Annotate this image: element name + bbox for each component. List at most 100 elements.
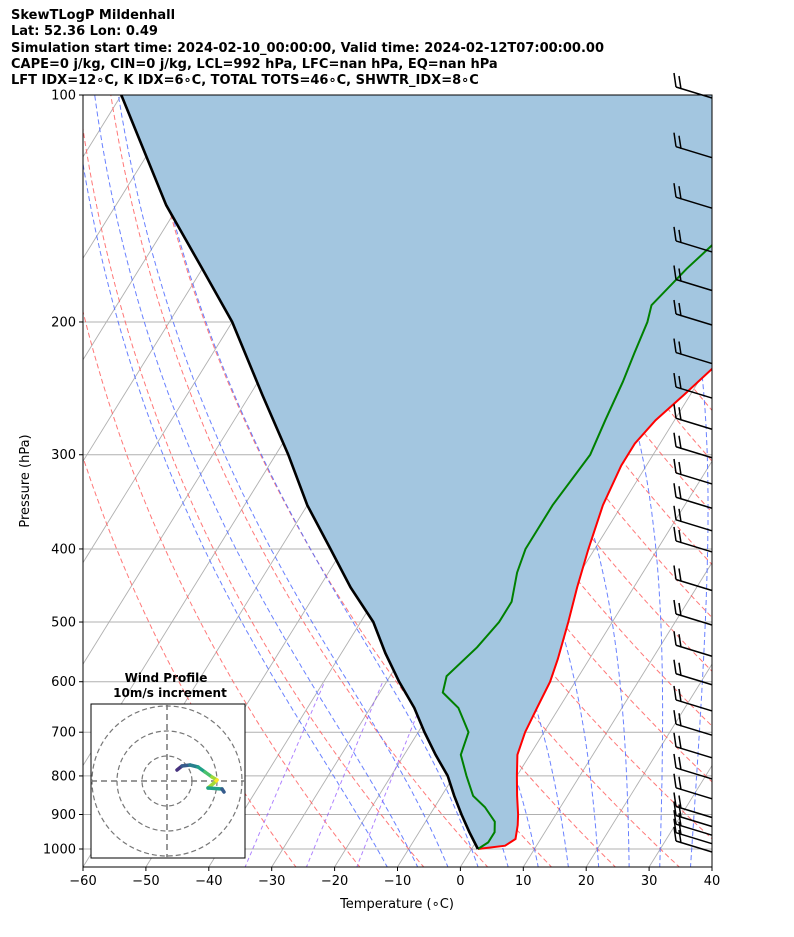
wind-barb-flag bbox=[678, 713, 682, 727]
wind-barb-shaft bbox=[675, 673, 713, 686]
wind-barb-flag bbox=[678, 229, 682, 244]
wind-barb bbox=[673, 792, 713, 819]
wind-barbs bbox=[673, 72, 713, 853]
wind-barb-flag bbox=[678, 813, 682, 827]
wind-barb-flag bbox=[678, 508, 682, 522]
wind-barb-flag bbox=[673, 685, 677, 701]
y-tick-label: 200 bbox=[51, 315, 76, 330]
wind-barb-flag bbox=[678, 186, 682, 200]
wind-barb-flag bbox=[678, 75, 682, 90]
wind-barb-flag bbox=[678, 776, 682, 790]
wind-barb-flag bbox=[678, 461, 682, 476]
wind-barb-shaft bbox=[675, 145, 713, 159]
isotherm-line bbox=[522, 561, 712, 867]
wind-barb-shaft bbox=[675, 196, 713, 209]
time-line: Simulation start time: 2024-02-10_00:00:… bbox=[11, 40, 604, 56]
dry-adiabat-line bbox=[83, 455, 297, 867]
wind-barb bbox=[673, 132, 713, 159]
wind-barb bbox=[673, 753, 713, 780]
wind-barb bbox=[673, 432, 713, 459]
wind-barb bbox=[673, 773, 713, 800]
dry-adiabat-line bbox=[718, 78, 794, 868]
wind-barb-flag bbox=[673, 72, 677, 88]
wind-barb bbox=[673, 265, 713, 292]
wind-barb bbox=[673, 183, 713, 209]
wind-barb bbox=[673, 483, 713, 509]
wind-barb-shaft bbox=[675, 351, 713, 365]
dry-adiabat-line bbox=[750, 78, 794, 868]
x-axis-label: Temperature (∘C) bbox=[339, 897, 454, 912]
wind-barb-shaft bbox=[675, 540, 713, 553]
wind-barb-shaft bbox=[675, 578, 713, 592]
wind-barb bbox=[673, 72, 713, 99]
wind-barb-shaft bbox=[675, 446, 713, 459]
wind-barb-flag bbox=[673, 631, 677, 646]
hodograph-trace-segment bbox=[206, 786, 224, 791]
isotherm-line bbox=[585, 663, 712, 867]
chart-title: SkewTLogP Mildenhall bbox=[11, 8, 176, 23]
wind-barb-shaft bbox=[675, 417, 713, 430]
y-tick-label: 700 bbox=[51, 726, 76, 741]
wind-barb bbox=[673, 659, 713, 686]
wind-barb-flag bbox=[678, 375, 682, 390]
moist-adiabat-line bbox=[94, 95, 419, 867]
dry-adiabat-line bbox=[110, 95, 489, 867]
x-tick-label: −60 bbox=[69, 874, 96, 889]
wind-barb-shaft bbox=[675, 805, 713, 819]
wind-barb bbox=[673, 710, 713, 736]
axes: −60 −50 −40 −30 −20 −10 0 10 20 30 40 1000 900 800 700… bbox=[43, 89, 720, 890]
wind-barb-flag bbox=[673, 132, 677, 147]
y-tick-label: 1000 bbox=[43, 843, 76, 858]
y-tick-label: 500 bbox=[51, 616, 76, 631]
isotherm-line bbox=[774, 78, 794, 868]
moist-adiabat-line bbox=[144, 95, 479, 867]
wind-barb-shaft bbox=[675, 767, 713, 780]
isotherm-line bbox=[459, 460, 712, 867]
wind-barb-flag bbox=[673, 458, 677, 474]
isotherm-line bbox=[0, 78, 69, 868]
wind-barb-flag bbox=[673, 299, 677, 315]
wind-barb-flag bbox=[678, 795, 682, 809]
wind-barb-flag bbox=[673, 505, 677, 520]
wind-barb-shaft bbox=[675, 519, 713, 532]
wind-barb-flag bbox=[678, 688, 682, 703]
wind-barb-shaft bbox=[675, 472, 713, 485]
wind-barb-shaft bbox=[675, 823, 713, 836]
hodograph: Wind Profile 10m/s increment bbox=[90, 671, 246, 859]
indices-line-2: LFT IDX=12∘C, K IDX=6∘C, TOTAL TOTS=46∘C… bbox=[11, 73, 479, 89]
moist-adiabat-line bbox=[614, 95, 709, 867]
wind-barb-flag bbox=[673, 226, 677, 242]
wind-barb-shaft bbox=[675, 240, 713, 253]
isotherm-line bbox=[0, 78, 6, 868]
x-tick-label: −20 bbox=[321, 874, 348, 889]
wind-barb-shaft bbox=[675, 723, 713, 736]
x-tick-label: −30 bbox=[258, 874, 285, 889]
hodograph-subtitle: 10m/s increment bbox=[113, 686, 227, 700]
wind-barb-shaft bbox=[675, 86, 713, 99]
hodograph-title: Wind Profile bbox=[125, 671, 208, 685]
header: SkewTLogP Mildenhall Lat: 52.36 Lon: 0.4… bbox=[11, 8, 604, 89]
mixing-ratio-line bbox=[244, 681, 326, 867]
wind-barb bbox=[673, 226, 713, 253]
x-tick-label: −50 bbox=[132, 874, 159, 889]
wind-barb-flag bbox=[678, 662, 682, 676]
wind-barb-flag bbox=[678, 268, 682, 282]
y-tick-label: 400 bbox=[51, 542, 76, 557]
wind-barb bbox=[673, 631, 713, 657]
x-tick-label: 30 bbox=[641, 874, 658, 889]
wind-barb-shaft bbox=[675, 644, 713, 657]
data-layer bbox=[120, 95, 712, 850]
wind-barb bbox=[673, 458, 713, 485]
wind-barb bbox=[673, 599, 713, 626]
x-tick-label: 0 bbox=[456, 874, 464, 889]
wind-barb bbox=[673, 372, 713, 399]
mixing-ratio-line bbox=[305, 681, 384, 867]
wind-barb-flag bbox=[673, 659, 677, 674]
wind-barb bbox=[673, 565, 713, 592]
x-tick-label: −10 bbox=[384, 874, 411, 889]
wind-barb-flag bbox=[678, 407, 682, 421]
wind-barb-flag bbox=[673, 599, 677, 615]
wind-barb-shaft bbox=[675, 386, 713, 399]
wind-barb-flag bbox=[678, 529, 682, 544]
